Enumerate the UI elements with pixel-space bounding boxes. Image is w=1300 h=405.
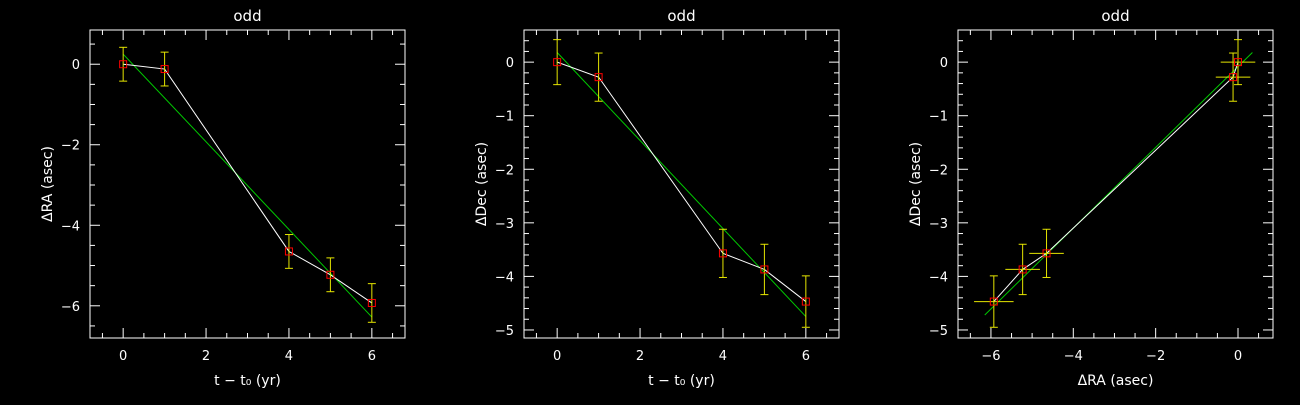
y-tick-label: −4 xyxy=(61,219,80,234)
data-line xyxy=(556,61,807,302)
x-tick-label: −4 xyxy=(1064,349,1083,364)
plot-frame xyxy=(957,29,1274,339)
plot-area xyxy=(119,46,376,323)
y-tick-label: −5 xyxy=(929,324,948,339)
y-axis-label: ΔDec (asec) xyxy=(908,142,924,226)
y-tick-label: −1 xyxy=(495,110,514,125)
x-tick-label: 6 xyxy=(802,349,810,364)
y-tick-label: 0 xyxy=(940,56,948,71)
y-tick-label: −4 xyxy=(929,270,948,285)
y-tick-label: −3 xyxy=(495,217,514,232)
y-axis-label: ΔRA (asec) xyxy=(40,146,56,222)
data-point xyxy=(989,297,998,306)
x-tick-label: −6 xyxy=(981,349,1000,364)
x-tick-label: 4 xyxy=(719,349,727,364)
y-tick-label: 0 xyxy=(506,56,514,71)
y-tick-label: −2 xyxy=(929,163,948,178)
x-tick-label: 6 xyxy=(368,349,376,364)
x-tick-label: 2 xyxy=(636,349,644,364)
chart-panel-3: odd ΔRA (asec) ΔDec (asec) −6 −4 −2 0 0 −1 −2 −3 −4… xyxy=(908,7,1274,389)
x-tick-label: −2 xyxy=(1146,349,1165,364)
y-tick-label: −3 xyxy=(929,217,948,232)
data-point xyxy=(119,60,128,69)
chart-title: odd xyxy=(667,7,695,25)
y-tick-label: −1 xyxy=(929,110,948,125)
x-tick-label: 2 xyxy=(202,349,210,364)
data-point xyxy=(760,265,769,274)
plot-frame xyxy=(89,29,406,339)
y-tick-label: −6 xyxy=(61,300,80,315)
data-point xyxy=(284,247,293,256)
x-tick-label: 0 xyxy=(1234,349,1242,364)
chart-title: odd xyxy=(1101,7,1129,25)
chart-panel-1: odd t − t₀ (yr) ΔRA (asec) 0 2 4 6 0 −2 −4 −6 xyxy=(40,7,406,389)
data-point xyxy=(1018,265,1027,274)
plot-area xyxy=(553,39,810,328)
x-axis-label: ΔRA (asec) xyxy=(1078,373,1154,389)
y-tick-label: −4 xyxy=(495,270,514,285)
chart-title: odd xyxy=(233,7,261,25)
y-tick-label: −2 xyxy=(61,139,80,154)
data-point xyxy=(594,73,603,82)
fit-line xyxy=(556,52,807,317)
data-line xyxy=(993,61,1239,302)
x-tick-label: 4 xyxy=(285,349,293,364)
data-point xyxy=(1234,58,1242,67)
data-point xyxy=(1042,249,1051,258)
data-point xyxy=(801,297,810,306)
x-tick-label: 0 xyxy=(119,349,127,364)
plot-area xyxy=(974,39,1256,328)
data-point xyxy=(160,65,169,74)
y-tick-label: −2 xyxy=(495,163,514,178)
data-point xyxy=(1229,73,1238,82)
data-point xyxy=(553,58,562,67)
y-tick-label: −5 xyxy=(495,324,514,339)
data-point xyxy=(367,298,376,307)
data-point xyxy=(718,249,727,258)
chart-panel-2: odd t − t₀ (yr) ΔDec (asec) 0 2 4 6 0 −1 −2 −3 −4 −5 xyxy=(474,7,840,389)
x-axis-label: t − t₀ (yr) xyxy=(214,373,281,389)
y-axis-label: ΔDec (asec) xyxy=(474,142,490,226)
x-axis-label: t − t₀ (yr) xyxy=(648,373,715,389)
data-line xyxy=(123,63,373,304)
x-tick-label: 0 xyxy=(553,349,561,364)
fit-line xyxy=(984,52,1253,316)
data-point xyxy=(326,270,335,279)
y-tick-label: 0 xyxy=(72,58,80,73)
